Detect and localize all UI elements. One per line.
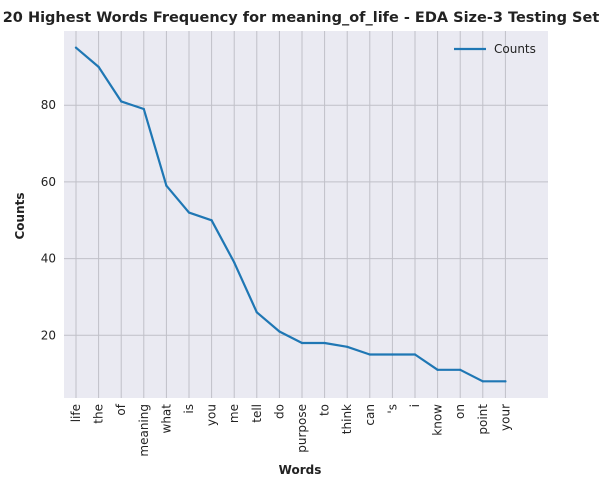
data-point bbox=[504, 380, 507, 383]
x-axis-ticks: life the of meaning what is you me tell do purpose… bbox=[69, 403, 512, 456]
data-point bbox=[323, 341, 326, 345]
x-tick-label: of bbox=[114, 403, 128, 415]
x-tick-label: me bbox=[227, 404, 241, 423]
series-layer bbox=[74, 46, 507, 383]
x-tick-label: meaning bbox=[137, 404, 151, 457]
data-point bbox=[210, 219, 213, 222]
data-point bbox=[255, 311, 258, 314]
y-axis-label: Counts bbox=[13, 192, 27, 239]
data-point bbox=[120, 100, 123, 103]
data-point bbox=[300, 341, 304, 345]
x-tick-label: tell bbox=[250, 404, 264, 423]
x-tick-label: i bbox=[408, 404, 422, 407]
data-point bbox=[413, 353, 417, 356]
x-tick-label: 's bbox=[385, 404, 399, 414]
y-tick-label: 80 bbox=[41, 98, 56, 112]
x-axis-label: Words bbox=[279, 463, 322, 477]
x-tick-label: your bbox=[498, 404, 512, 431]
y-tick-label: 60 bbox=[41, 175, 56, 189]
data-point bbox=[165, 184, 168, 187]
data-point bbox=[142, 107, 145, 111]
x-tick-label: you bbox=[205, 404, 219, 426]
legend-label: Counts bbox=[494, 42, 536, 56]
data-point bbox=[233, 261, 236, 264]
x-tick-label: point bbox=[476, 404, 490, 435]
y-axis-ticks: 20 40 60 80 bbox=[41, 98, 56, 342]
data-point bbox=[278, 330, 281, 333]
chart-title: 20 Highest Words Frequency for meaning_o… bbox=[3, 10, 600, 26]
x-tick-label: is bbox=[182, 404, 196, 414]
x-tick-label: life bbox=[69, 404, 83, 422]
data-point bbox=[74, 46, 78, 49]
grid-lines bbox=[64, 31, 548, 398]
data-point bbox=[346, 345, 349, 348]
data-point bbox=[436, 368, 439, 371]
x-tick-label: to bbox=[318, 404, 332, 416]
data-point bbox=[481, 380, 484, 383]
y-tick-label: 20 bbox=[41, 328, 56, 342]
x-tick-label: think bbox=[340, 404, 354, 434]
x-tick-label: do bbox=[272, 404, 286, 419]
x-tick-label: the bbox=[92, 404, 106, 424]
data-point bbox=[459, 368, 462, 371]
legend: Counts bbox=[454, 42, 536, 56]
series-line-counts bbox=[74, 46, 507, 383]
data-point bbox=[391, 353, 394, 356]
plot-area bbox=[64, 31, 548, 398]
x-tick-label: can bbox=[363, 404, 377, 426]
data-point bbox=[97, 65, 100, 68]
x-tick-label: what bbox=[159, 404, 173, 434]
data-point bbox=[187, 211, 191, 214]
x-tick-label: know bbox=[431, 404, 445, 436]
x-tick-label: purpose bbox=[295, 404, 309, 453]
y-tick-label: 40 bbox=[41, 252, 56, 266]
x-tick-label: on bbox=[453, 404, 467, 419]
data-point bbox=[368, 353, 371, 356]
